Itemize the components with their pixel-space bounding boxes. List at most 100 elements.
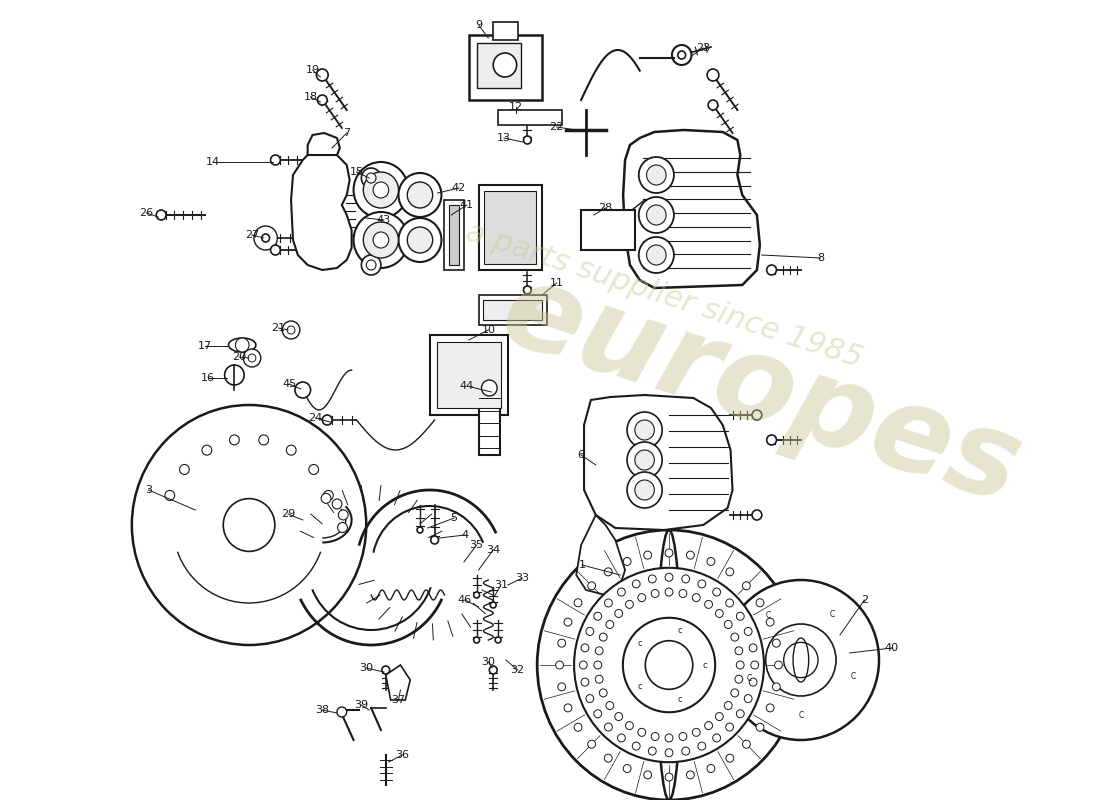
Circle shape — [258, 435, 268, 445]
Circle shape — [715, 713, 724, 721]
Circle shape — [581, 678, 589, 686]
Circle shape — [287, 326, 295, 334]
Circle shape — [524, 136, 531, 144]
Polygon shape — [576, 515, 625, 595]
Text: 23: 23 — [696, 43, 711, 53]
Circle shape — [726, 568, 734, 576]
Circle shape — [686, 551, 694, 559]
Circle shape — [407, 227, 432, 253]
Text: 17: 17 — [198, 341, 212, 351]
Text: 27: 27 — [245, 230, 260, 240]
Text: 39: 39 — [354, 700, 368, 710]
Text: 13: 13 — [497, 133, 512, 143]
Bar — [437, 342, 501, 408]
Circle shape — [666, 588, 673, 596]
Text: 21: 21 — [272, 323, 285, 333]
Circle shape — [398, 173, 441, 217]
Circle shape — [736, 661, 744, 669]
Circle shape — [745, 694, 752, 702]
Circle shape — [431, 536, 439, 544]
Circle shape — [697, 742, 706, 750]
Circle shape — [230, 435, 240, 445]
Circle shape — [366, 260, 376, 270]
Circle shape — [626, 722, 634, 730]
Bar — [444, 200, 464, 270]
Circle shape — [338, 522, 348, 533]
Circle shape — [407, 182, 432, 208]
Circle shape — [772, 639, 780, 647]
Text: 46: 46 — [458, 595, 472, 605]
Circle shape — [574, 598, 582, 606]
Circle shape — [362, 255, 381, 275]
Circle shape — [586, 694, 594, 702]
Circle shape — [283, 321, 300, 339]
Circle shape — [647, 245, 667, 265]
Text: 10: 10 — [482, 325, 495, 335]
Text: C: C — [799, 711, 804, 721]
Circle shape — [363, 222, 398, 258]
Circle shape — [262, 234, 270, 242]
Circle shape — [474, 592, 480, 598]
Circle shape — [635, 420, 654, 440]
Circle shape — [767, 265, 777, 275]
Circle shape — [580, 661, 587, 669]
Text: 11: 11 — [550, 278, 563, 288]
Polygon shape — [308, 133, 340, 155]
Circle shape — [707, 765, 715, 773]
Circle shape — [756, 598, 763, 606]
Text: C: C — [829, 610, 835, 618]
Text: 29: 29 — [280, 509, 295, 519]
Circle shape — [624, 765, 631, 773]
Circle shape — [767, 704, 774, 712]
Circle shape — [587, 740, 595, 748]
Bar — [478, 295, 547, 325]
Bar — [430, 335, 508, 415]
Circle shape — [366, 173, 376, 183]
Circle shape — [606, 621, 614, 629]
Circle shape — [767, 435, 777, 445]
Circle shape — [692, 594, 701, 602]
Circle shape — [595, 646, 603, 654]
Circle shape — [742, 740, 750, 748]
Text: C: C — [766, 610, 771, 620]
Text: 16: 16 — [201, 373, 214, 383]
Circle shape — [353, 212, 408, 268]
Circle shape — [223, 498, 275, 551]
Polygon shape — [292, 155, 352, 270]
Circle shape — [647, 205, 667, 225]
Text: c: c — [702, 661, 707, 670]
Polygon shape — [623, 130, 760, 288]
Text: 41: 41 — [460, 200, 474, 210]
Circle shape — [156, 210, 166, 220]
Circle shape — [271, 245, 281, 255]
Text: 33: 33 — [516, 573, 529, 583]
Circle shape — [697, 580, 706, 588]
Circle shape — [666, 773, 673, 781]
Circle shape — [679, 733, 686, 741]
Circle shape — [736, 612, 745, 620]
Circle shape — [595, 675, 603, 683]
Circle shape — [713, 588, 721, 596]
Circle shape — [766, 624, 836, 696]
Circle shape — [715, 610, 724, 618]
Circle shape — [648, 747, 657, 755]
Circle shape — [672, 45, 692, 65]
Circle shape — [666, 549, 673, 557]
Circle shape — [605, 723, 613, 731]
Circle shape — [564, 618, 572, 626]
Circle shape — [735, 646, 743, 654]
Circle shape — [644, 771, 651, 779]
Circle shape — [635, 450, 654, 470]
Text: c: c — [638, 639, 642, 648]
Text: 31: 31 — [494, 580, 508, 590]
Circle shape — [564, 704, 572, 712]
Circle shape — [707, 69, 718, 81]
Circle shape — [353, 162, 408, 218]
Text: c: c — [678, 626, 682, 635]
Circle shape — [558, 683, 565, 691]
Bar — [581, 210, 635, 250]
Circle shape — [254, 226, 277, 250]
Text: 30: 30 — [360, 663, 373, 673]
Circle shape — [317, 69, 328, 81]
Text: 15: 15 — [350, 167, 363, 177]
